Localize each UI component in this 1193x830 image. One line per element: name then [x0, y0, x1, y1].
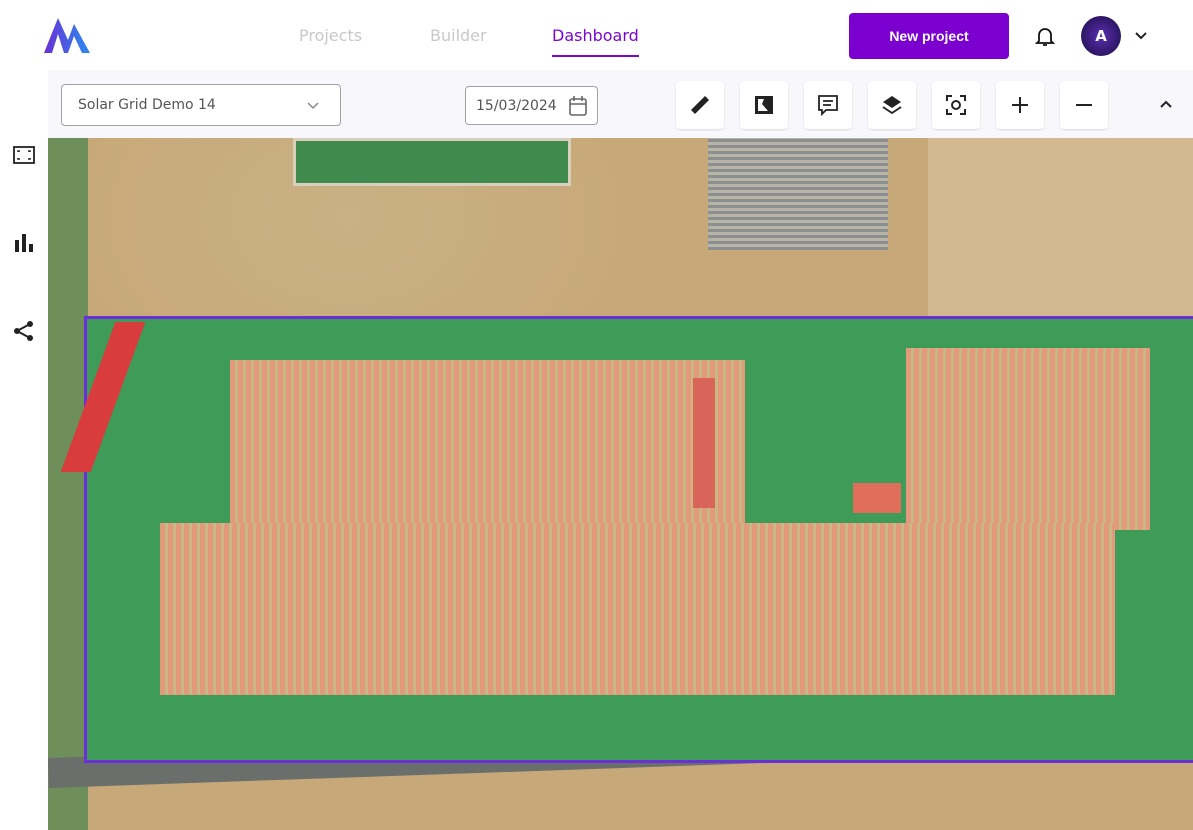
top-header: Projects Builder Dashboard New project A [0, 0, 1193, 70]
date-value: 15/03/2024 [476, 97, 557, 114]
ruler-icon [691, 96, 709, 114]
nav-dashboard[interactable]: Dashboard [552, 26, 639, 57]
comment-button[interactable] [804, 81, 852, 129]
satellite-map[interactable] [48, 138, 1193, 830]
heatmap-block [160, 523, 1115, 695]
zoom-in-button[interactable] [996, 81, 1044, 129]
zoom-out-button[interactable] [1060, 81, 1108, 129]
ruler-button[interactable] [676, 81, 724, 129]
heatmap-block [230, 360, 745, 530]
avatar[interactable]: A [1081, 16, 1121, 56]
map-compare-icon [755, 96, 773, 114]
chevron-up-icon[interactable] [1158, 96, 1174, 112]
nav-builder[interactable]: Builder [430, 26, 487, 45]
project-select[interactable]: Solar Grid Demo 14 [61, 84, 341, 126]
bell-icon[interactable] [1033, 24, 1057, 48]
green-field [293, 138, 571, 186]
field [928, 138, 1193, 318]
chevron-down-icon[interactable] [1133, 28, 1149, 44]
logo[interactable] [42, 18, 92, 54]
calendar-icon[interactable] [567, 95, 589, 117]
hotspot [693, 378, 715, 508]
share-icon[interactable] [13, 320, 35, 342]
solar-array [708, 138, 888, 250]
area-select-icon[interactable] [13, 145, 35, 165]
river-strip [48, 138, 88, 830]
zoom-out-icon [1076, 104, 1092, 106]
sidebar [0, 70, 48, 830]
hotspot [853, 483, 901, 513]
zoom-in-icon [1012, 97, 1028, 113]
chevron-down-icon [307, 102, 319, 110]
project-select-value: Solar Grid Demo 14 [78, 97, 216, 113]
focus-button[interactable] [932, 81, 980, 129]
map-compare-button[interactable] [740, 81, 788, 129]
comment-icon [818, 95, 838, 116]
map-toolbar: Solar Grid Demo 14 15/03/2024 [48, 70, 1193, 138]
focus-icon [946, 95, 966, 115]
bar-chart-icon[interactable] [13, 232, 35, 254]
layers-icon [882, 96, 902, 115]
new-project-button[interactable]: New project [849, 13, 1009, 59]
layers-button[interactable] [868, 81, 916, 129]
heatmap-block [906, 348, 1150, 530]
nav-projects[interactable]: Projects [299, 26, 363, 45]
date-picker[interactable]: 15/03/2024 [465, 86, 598, 125]
